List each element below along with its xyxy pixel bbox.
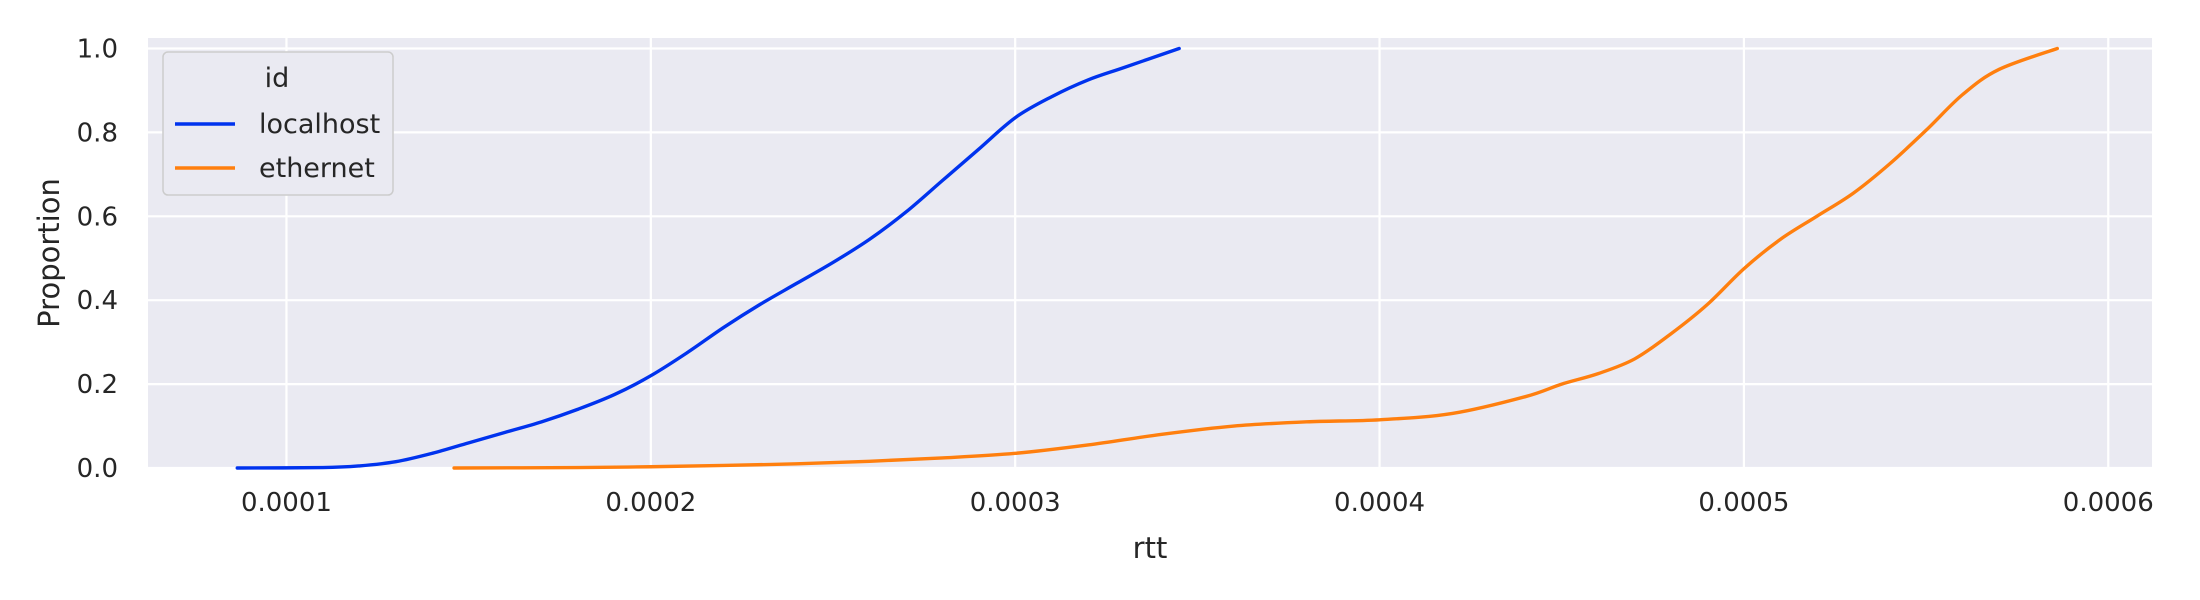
legend-label-ethernet: ethernet [259,153,375,184]
x-tick-label: 0.0001 [241,488,332,518]
series-line-ethernet [452,46,2059,470]
x-tick-label: 0.0003 [970,488,1061,518]
x-axis-label: rtt [1133,531,1168,565]
x-tick-label: 0.0002 [605,488,696,518]
x-tick-labels: 0.0001 0.0002 0.0003 0.0004 0.0005 0.0006 [241,488,2154,518]
legend-box [162,51,394,196]
y-tick-label: 1.0 [77,34,118,64]
x-tick-label: 0.0004 [1334,488,1425,518]
y-tick-labels: 0.0 0.2 0.4 0.6 0.8 1.0 [77,34,118,484]
x-tick-label: 0.0006 [2063,488,2154,518]
series-line-localhost [235,46,1181,470]
legend-items: localhost ethernet [175,109,380,184]
legend-title: id [265,63,290,94]
y-tick-label: 0.4 [77,286,118,316]
plot-area [148,38,2152,468]
y-tick-label: 0.6 [77,202,118,232]
y-tick-label: 0.8 [77,118,118,148]
y-axis-label: Proportion [32,178,66,328]
legend: id localhost ethernet [162,51,394,196]
legend-label-localhost: localhost [259,109,380,140]
y-tick-label: 0.2 [77,370,118,400]
series-layer [235,46,2059,470]
x-tick-label: 0.0005 [1698,488,1789,518]
y-tick-label: 0.0 [77,454,118,484]
